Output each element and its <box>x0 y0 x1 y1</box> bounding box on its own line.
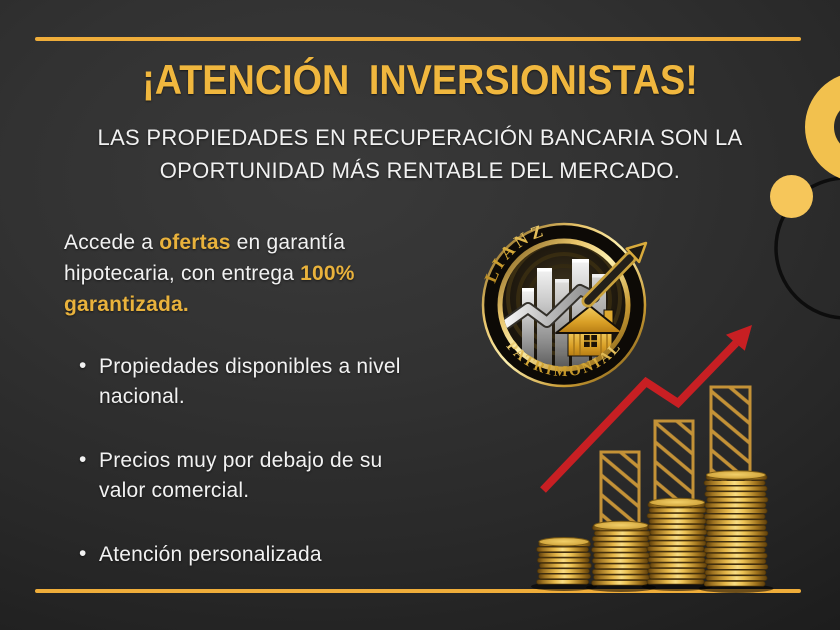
list-item-text: Propiedades disponibles a nivel nacional… <box>99 355 401 408</box>
outline-circle-icon <box>774 176 840 320</box>
list-item-text: Atención personalizada <box>99 543 322 566</box>
trend-band-icon <box>502 284 600 334</box>
bullet-marker-icon: • <box>79 354 87 377</box>
top-divider-line <box>35 37 801 41</box>
list-item-text: Precios muy por debajo de su valor comer… <box>99 449 383 502</box>
subtitle-line-1: LAS PROPIEDADES EN RECUPERACIÓN BANCARIA… <box>97 125 743 150</box>
coin-stack <box>641 497 713 591</box>
bar-chart-bar <box>653 419 695 513</box>
intro-text: en garantía hipotecaria, con entrega <box>64 231 346 285</box>
intro-highlight-garantizada: garantizada. <box>64 293 189 316</box>
bar-chart-bar <box>709 385 752 484</box>
coin-stack <box>531 537 597 591</box>
coin-stack <box>698 470 774 593</box>
list-item: • Precios muy por debajo de su valor come… <box>63 446 423 506</box>
gold-ring-icon <box>805 75 840 179</box>
list-item: • Propiedades disponibles a nivel naciona… <box>63 352 423 412</box>
intro-highlight-ofertas: ofertas <box>159 231 231 254</box>
decor-circles-icon <box>770 75 840 320</box>
bottom-divider-line <box>35 589 801 593</box>
intro-highlight-100: 100% <box>300 262 355 285</box>
page-subtitle: LAS PROPIEDADES EN RECUPERACIÓN BANCARIA… <box>0 121 840 187</box>
logo-arrow-icon <box>581 241 648 308</box>
growth-arrow-icon <box>540 325 752 493</box>
bullet-marker-icon: • <box>79 542 87 565</box>
intro-text: Accede a <box>64 231 160 254</box>
list-item: • Atención personalizada <box>63 540 423 570</box>
logo-badge-icon: ALIANZA PATRIMONIAL <box>480 222 648 388</box>
intro-paragraph: Accede a ofertas en garantía hipotecaria… <box>64 227 404 320</box>
bar-chart-bar <box>599 450 641 534</box>
badge-interior-scene <box>502 243 625 367</box>
subtitle-line-2: OPORTUNIDAD MÁS RENTABLE DEL MERCADO. <box>159 158 681 183</box>
coin-stacks-icon <box>531 470 774 593</box>
benefits-list: • Propiedades disponibles a nivel naciona… <box>63 352 423 604</box>
page-title: ¡ATENCIÓN INVERSIONISTAS! <box>142 56 698 103</box>
gold-dot-icon <box>770 175 813 218</box>
coin-stack <box>586 520 656 592</box>
growth-graphic <box>531 325 774 593</box>
bullet-marker-icon: • <box>79 448 87 471</box>
growth-bars-icon <box>599 385 752 534</box>
